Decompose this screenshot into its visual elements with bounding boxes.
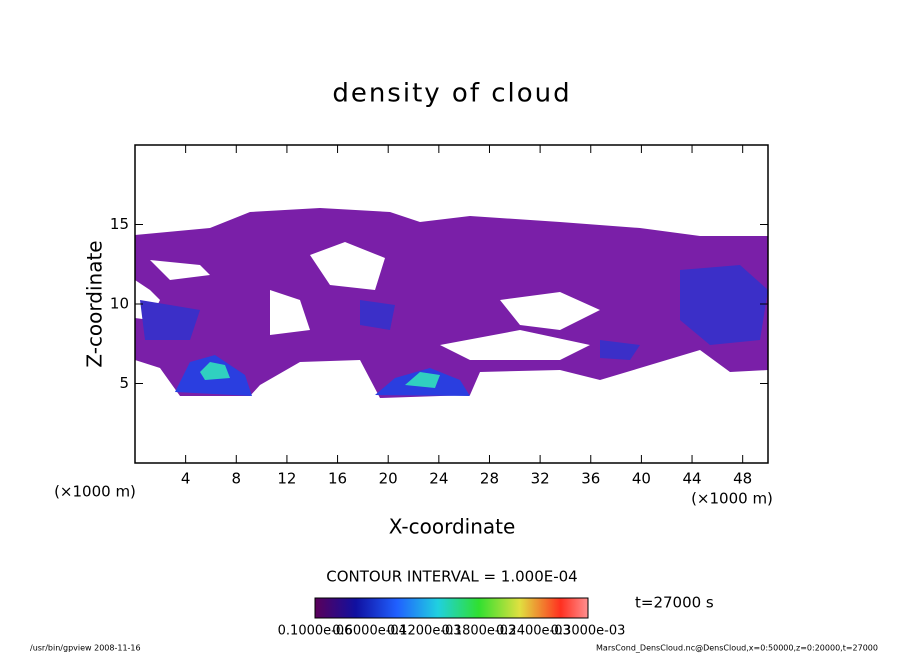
time-label: t=27000 s <box>635 594 714 612</box>
x-tick-label: 16 <box>328 470 347 488</box>
y-tick-label: 5 <box>119 374 129 392</box>
colorbar <box>314 597 589 619</box>
y-unit: (×1000 m) <box>54 483 136 501</box>
x-tick-label: 20 <box>379 470 398 488</box>
x-tick-label: 12 <box>277 470 296 488</box>
x-tick-label: 32 <box>531 470 550 488</box>
x-tick-label: 40 <box>632 470 651 488</box>
contour-interval: CONTOUR INTERVAL = 1.000E-04 <box>326 568 577 586</box>
y-axis-label: Z-coordinate <box>83 240 107 367</box>
x-tick-label: 44 <box>682 470 701 488</box>
colorbar-label: 0.3000e-03 <box>551 624 626 639</box>
x-tick-label: 4 <box>181 470 191 488</box>
x-tick-label: 36 <box>581 470 600 488</box>
colorbar-label: 0.2400e-03 <box>496 624 571 639</box>
footer-left: /usr/bin/gpview 2008-11-16 <box>30 644 141 653</box>
colorbar-label: 0.1800e-03 <box>441 624 516 639</box>
x-tick-label: 48 <box>733 470 752 488</box>
footer-right: MarsCond_DensCloud.nc@DensCloud,x=0:5000… <box>596 644 878 653</box>
x-unit: (×1000 m) <box>691 490 773 508</box>
colorbar-label: 0.6000e-04 <box>332 624 407 639</box>
colorbar-label: 0.1000e-06 <box>278 624 353 639</box>
y-tick-label: 10 <box>110 295 129 313</box>
cloud-field <box>135 208 768 398</box>
y-tick-label: 15 <box>110 215 129 233</box>
x-tick-label: 8 <box>232 470 242 488</box>
colorbar-label: 0.1200e-03 <box>387 624 462 639</box>
x-tick-label: 28 <box>480 470 499 488</box>
x-axis-label: X-coordinate <box>389 515 516 539</box>
x-tick-label: 24 <box>429 470 448 488</box>
chart-title: density of cloud <box>332 79 571 109</box>
